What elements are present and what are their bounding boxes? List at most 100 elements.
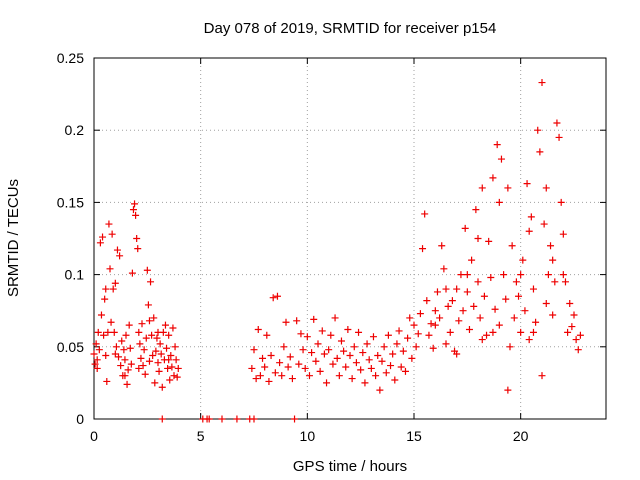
data-point	[218, 415, 226, 423]
data-point	[442, 285, 450, 293]
data-point	[145, 357, 153, 365]
data-point	[143, 266, 151, 274]
data-point	[517, 328, 525, 336]
data-point	[171, 343, 179, 351]
data-point	[109, 285, 117, 293]
data-point	[158, 415, 166, 423]
data-point	[378, 357, 386, 365]
data-point	[151, 379, 159, 387]
data-point	[111, 279, 119, 287]
data-point	[538, 79, 546, 87]
data-point	[128, 269, 136, 277]
data-point	[205, 415, 213, 423]
data-point	[519, 256, 527, 264]
data-point	[233, 415, 241, 423]
data-point	[312, 357, 320, 365]
data-point	[453, 285, 461, 293]
data-point	[532, 318, 540, 326]
data-point	[380, 343, 388, 351]
data-point	[168, 363, 176, 371]
data-point	[367, 364, 375, 372]
grid-lines	[94, 58, 606, 419]
plot-frame	[93, 57, 607, 420]
data-point	[476, 314, 484, 322]
data-point	[132, 211, 140, 219]
data-point	[94, 328, 102, 336]
data-point	[248, 364, 256, 372]
data-point	[446, 328, 454, 336]
data-point	[457, 271, 465, 279]
y-tick-label: 0	[76, 411, 84, 427]
data-point	[127, 360, 135, 368]
data-point	[117, 362, 125, 370]
data-point	[106, 265, 114, 273]
x-axis-label: GPS time / hours	[293, 458, 407, 475]
data-point	[444, 302, 452, 310]
data-point	[267, 351, 275, 359]
data-point	[510, 314, 518, 322]
data-points	[90, 79, 584, 423]
data-point	[265, 377, 273, 385]
data-point	[131, 200, 139, 208]
data-point	[90, 350, 98, 358]
data-point	[259, 354, 267, 362]
data-point	[389, 350, 397, 358]
data-point	[142, 334, 150, 342]
x-tick-label: 0	[90, 428, 98, 444]
data-point	[512, 278, 520, 286]
data-point	[133, 235, 141, 242]
data-point	[124, 366, 132, 374]
data-point	[93, 364, 101, 372]
data-point	[333, 354, 341, 362]
data-point	[463, 288, 471, 296]
data-point	[101, 295, 109, 303]
data-point	[303, 333, 311, 341]
data-point	[483, 331, 491, 339]
data-point	[325, 346, 333, 354]
data-point	[254, 325, 262, 333]
data-point	[144, 301, 152, 309]
data-point	[436, 314, 444, 322]
data-point	[521, 307, 529, 315]
data-point	[346, 351, 354, 359]
data-point	[423, 297, 431, 305]
data-point	[406, 314, 414, 322]
data-point	[529, 328, 537, 336]
data-point	[299, 346, 307, 354]
data-point	[570, 311, 578, 319]
data-point	[173, 373, 181, 381]
data-point	[278, 372, 286, 380]
data-point	[158, 383, 166, 391]
data-point	[431, 321, 439, 329]
data-point	[284, 363, 292, 371]
data-point	[387, 362, 395, 370]
data-point	[399, 347, 407, 355]
data-point	[161, 321, 169, 329]
data-point	[557, 198, 565, 206]
data-point	[112, 343, 120, 351]
data-point	[527, 213, 535, 221]
data-point	[340, 347, 348, 355]
data-point	[111, 350, 119, 358]
data-point	[288, 375, 296, 383]
data-point	[308, 349, 316, 357]
data-point	[536, 148, 544, 156]
data-point	[525, 227, 533, 235]
data-point	[320, 350, 328, 358]
data-point	[478, 184, 486, 192]
y-tick-label: 0.1	[65, 267, 85, 283]
data-point	[419, 245, 427, 253]
data-point	[157, 350, 165, 358]
data-point	[525, 336, 533, 344]
data-point	[438, 242, 446, 250]
data-point	[293, 317, 301, 325]
data-point	[271, 369, 279, 377]
data-point	[461, 224, 469, 232]
data-point	[350, 343, 358, 351]
data-point	[453, 350, 461, 358]
data-point	[149, 351, 157, 359]
data-point	[163, 344, 171, 352]
data-point	[474, 278, 482, 286]
data-point	[574, 346, 582, 354]
data-point	[359, 349, 367, 357]
